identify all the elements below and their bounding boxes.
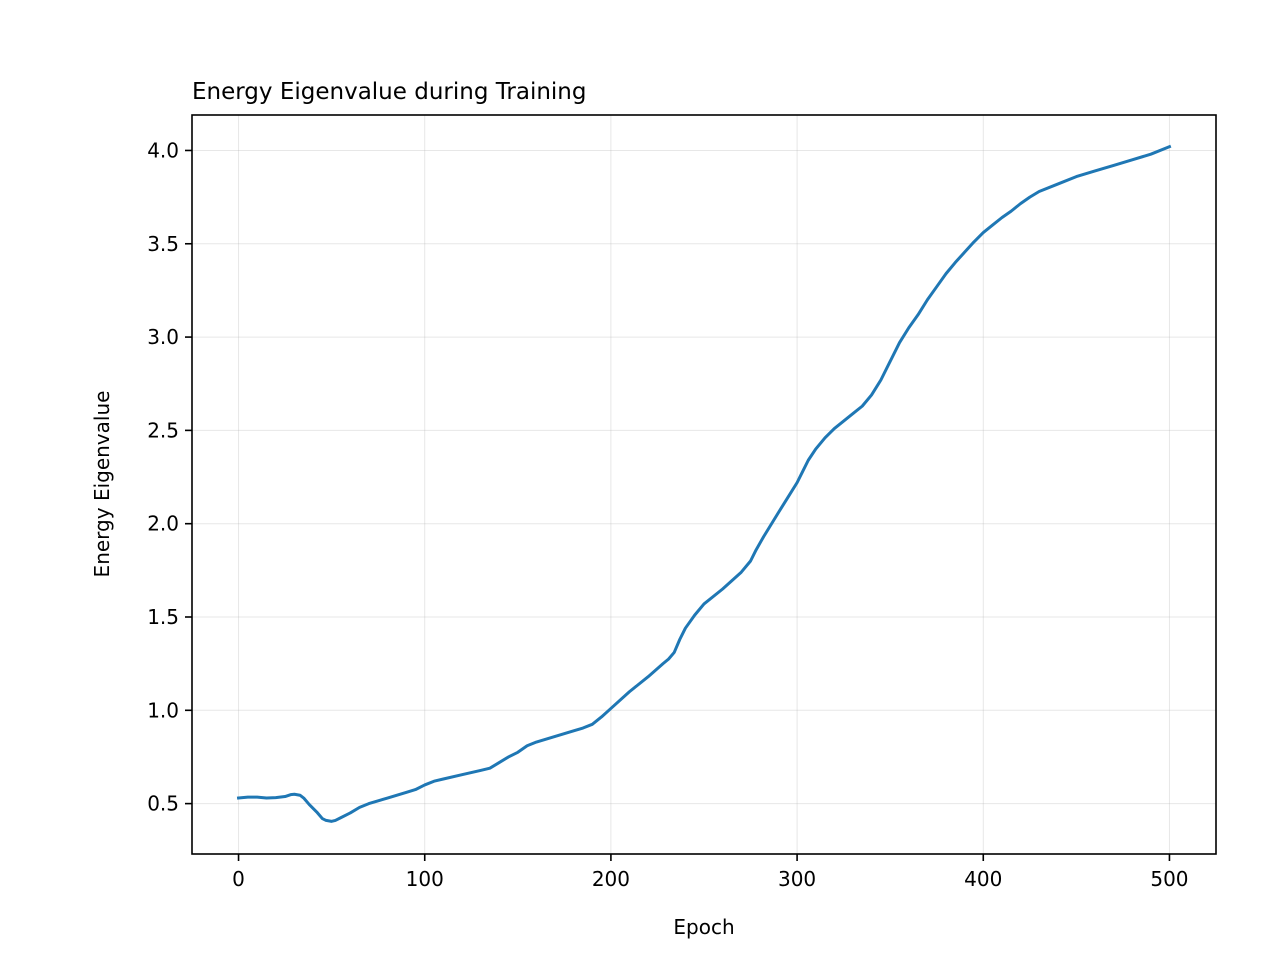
x-tick-label: 0	[232, 867, 245, 891]
y-tick-label: 2.5	[147, 418, 179, 442]
y-tick-label: 0.5	[147, 792, 179, 816]
x-tick-label: 400	[964, 867, 1002, 891]
plot-area	[236, 144, 1172, 823]
y-axis-label: Energy Eigenvalue	[90, 391, 114, 578]
x-tick-label: 500	[1150, 867, 1188, 891]
y-tick-label: 3.5	[147, 232, 179, 256]
y-tick-label: 3.0	[147, 325, 179, 349]
axes-frame	[191, 114, 1217, 855]
y-tick-label: 4.0	[147, 138, 179, 162]
x-tick-label: 200	[592, 867, 630, 891]
x-tick-label: 100	[406, 867, 444, 891]
y-tick-label: 2.0	[147, 512, 179, 536]
y-tick-label: 1.0	[147, 698, 179, 722]
x-axis: 0 100 200 300 400 500	[232, 854, 1189, 891]
y-axis: 0.5 1.0 1.5 2.0 2.5 3.0 3.5 4.0	[147, 138, 192, 816]
chart-title: Energy Eigenvalue during Training	[192, 79, 586, 105]
x-tick-label: 300	[778, 867, 816, 891]
x-axis-label: Epoch	[673, 915, 734, 939]
series-line	[236, 144, 1172, 823]
grid	[192, 115, 1216, 854]
y-tick-label: 1.5	[147, 605, 179, 629]
